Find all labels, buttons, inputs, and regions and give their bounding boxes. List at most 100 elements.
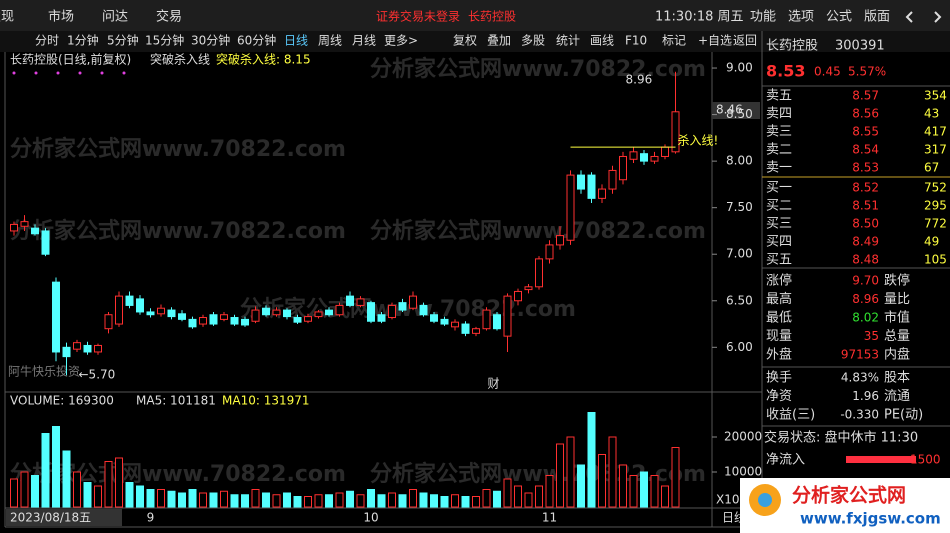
cursor-price-box [712,102,760,119]
candle-body [20,221,29,227]
watermark: 分析家公式网www.70822.com [240,296,576,322]
book-volume: 317 [924,143,947,157]
period-tab[interactable]: 日线 [284,34,308,48]
y-tick-label: 7.50 [726,200,753,214]
volume-bar [199,492,207,508]
candle-body [419,304,428,316]
menu-item[interactable]: 交易 [156,9,182,25]
period-tab[interactable]: 60分钟 [237,33,276,48]
stat-label: 最低 [766,311,792,326]
period-tab[interactable]: 1分钟 [67,33,99,48]
candle-body [598,188,606,199]
volume-bar [52,426,60,508]
volume-bar [482,489,491,508]
book-label: 买三 [766,217,792,232]
volume-bar [409,489,417,508]
nav-arrows [905,11,942,23]
toolbar-button[interactable]: 返回 [733,34,757,48]
volume-bar [398,494,407,508]
tool-button[interactable]: 版面 [864,10,890,25]
period-tab[interactable]: 15分钟 [145,33,184,48]
book-label: 买四 [766,235,792,250]
toolbar-button[interactable]: 叠加 [487,34,511,48]
volume-bar [356,494,365,508]
toolbar-button[interactable]: 标记 [662,34,686,48]
y-tick-label: 10000 [724,465,762,479]
volume-bar [535,485,543,508]
volume-bar [566,436,575,508]
volume-bar [650,475,659,508]
watermark: 分析家公式网www.70822.com [10,136,346,162]
candle-body [136,298,144,313]
volume-bar [503,478,512,508]
period-tab[interactable]: 30分钟 [191,33,230,48]
volume-unit: X10 [716,493,740,507]
stat-value: 9.70 [852,274,879,288]
toolbar-button[interactable]: F10 [625,34,647,48]
toolbar-button[interactable]: +自选 [698,34,732,48]
clock: 11:30:18 周五 [655,10,744,25]
tool-button[interactable]: 公式 [826,10,852,25]
stat-value: 97153 [841,348,879,362]
volume-bar [524,492,533,508]
period-tab[interactable]: 月线 [352,34,376,48]
candle-body [188,318,197,328]
marker-dot [78,71,82,75]
candle-body [472,328,480,334]
book-label: 买一 [766,181,792,196]
volume-bar [62,450,71,508]
volume-bar [377,494,386,508]
stat-value: 8.96 [852,292,879,306]
marker-dot [100,71,104,75]
trade-status: 交易状态: 盘中休市 11:30 [764,430,918,446]
book-volume: 295 [924,199,947,213]
period-tab[interactable]: 5分钟 [107,33,139,48]
toolbar-button[interactable]: 多股 [521,34,545,48]
tool-button[interactable]: 选项 [788,10,814,25]
top-bar [0,0,950,31]
candle-body [293,317,302,323]
candle-body [640,153,648,162]
toolbar-button[interactable]: 画线 [590,34,614,48]
toolbar-button[interactable]: 统计 [556,34,580,48]
book-volume: 49 [924,235,939,249]
volume-bar [230,494,239,508]
watermark: 分析家公式网www.70822.com [10,461,346,487]
tool-button[interactable]: 功能 [750,10,776,25]
volume-bar [94,485,102,508]
candle-body [104,314,113,330]
menu-item[interactable]: 问达 [102,10,128,25]
book-label: 买二 [766,199,792,214]
period-tab[interactable]: 分时 [35,34,59,48]
stat-label: 股本 [884,371,910,386]
volume-bar [41,433,50,508]
y-tick-label: 6.50 [726,293,753,307]
period-tab[interactable]: 更多> [384,34,418,48]
stat-label: 涨停 [766,273,792,289]
change-pct: 5.57% [848,65,886,79]
volume-bar [157,489,165,508]
menu-item[interactable]: 市场 [48,9,74,25]
indicator-name: 突破杀入线 [150,52,210,67]
book-label: 卖二 [766,143,792,158]
book-label: 卖一 [766,161,792,176]
stat-value: 35 [864,329,879,343]
volume-bar [619,464,627,508]
volume-bar [514,485,522,508]
candle-body [503,295,512,337]
book-price: 8.57 [852,89,879,103]
flow-value: 1500 [910,453,941,467]
cursor-date-box [6,509,122,526]
stat-label: 流通 [884,389,910,404]
stat-label: 净资 [766,389,792,404]
candle-body [304,316,312,322]
menu-item[interactable]: 发现 [0,9,14,25]
watermark: 分析家公式网www.70822.com [370,218,706,244]
book-price: 8.55 [852,125,879,139]
candle-body [251,309,260,322]
logo-url: www.fxjgsw.com [800,510,941,528]
candle-body [62,346,71,358]
period-tab[interactable]: 周线 [318,34,342,48]
toolbar-button[interactable]: 复权 [453,34,477,48]
